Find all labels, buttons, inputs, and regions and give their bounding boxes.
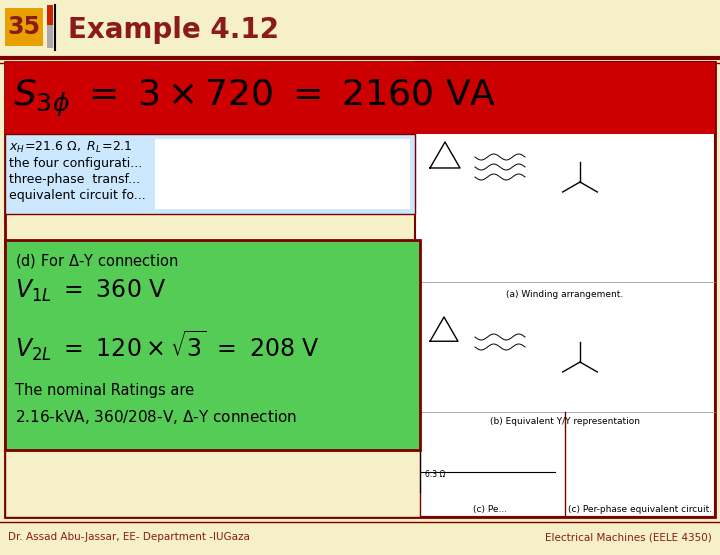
Text: $V_{2L}\ =\ 120\times\sqrt{3}\ =\ 208\ \mathrm{V}$: $V_{2L}\ =\ 120\times\sqrt{3}\ =\ 208\ \…: [15, 328, 320, 362]
Text: Electrical Machines (EELE 4350): Electrical Machines (EELE 4350): [545, 532, 712, 542]
FancyBboxPatch shape: [5, 8, 43, 46]
Text: Dr. Assad Abu-Jassar, EE- Department -IUGaza: Dr. Assad Abu-Jassar, EE- Department -IU…: [8, 532, 250, 542]
Text: $V_{1L}\ =\ 360\ \mathrm{V}$: $V_{1L}\ =\ 360\ \mathrm{V}$: [15, 278, 166, 304]
FancyBboxPatch shape: [5, 134, 415, 214]
Text: (c) Per-phase equivalent circuit.: (c) Per-phase equivalent circuit.: [568, 505, 712, 514]
Text: The nominal Ratings are: The nominal Ratings are: [15, 383, 194, 398]
FancyBboxPatch shape: [155, 139, 410, 209]
Text: equivalent circuit fo...: equivalent circuit fo...: [9, 189, 145, 202]
FancyBboxPatch shape: [5, 450, 420, 517]
Text: Example 4.12: Example 4.12: [68, 16, 279, 44]
Text: $S_{3\phi}\ =\ 3\times720\ =\ 2160\ \mathrm{VA}$: $S_{3\phi}\ =\ 3\times720\ =\ 2160\ \mat…: [13, 78, 496, 119]
Text: three-phase  transf...: three-phase transf...: [9, 173, 140, 186]
FancyBboxPatch shape: [47, 25, 53, 48]
FancyBboxPatch shape: [415, 62, 715, 517]
Text: 6.3 Ω: 6.3 Ω: [425, 470, 446, 479]
Text: (a) Winding arrangement.: (a) Winding arrangement.: [506, 290, 624, 299]
Text: $x_H\!=\!21.6\ \Omega,\ R_L\!=\!2.1$: $x_H\!=\!21.6\ \Omega,\ R_L\!=\!2.1$: [9, 140, 132, 155]
FancyBboxPatch shape: [5, 240, 420, 450]
FancyBboxPatch shape: [47, 5, 53, 25]
FancyBboxPatch shape: [5, 62, 715, 134]
Text: the four configurati...: the four configurati...: [9, 157, 143, 170]
Text: (c) Pe...: (c) Pe...: [473, 505, 507, 514]
FancyBboxPatch shape: [0, 0, 720, 60]
Text: 35: 35: [7, 15, 40, 39]
Text: (d) For $\Delta$-Y connection: (d) For $\Delta$-Y connection: [15, 252, 179, 270]
Text: (b) Equivalent Y/Y representation: (b) Equivalent Y/Y representation: [490, 417, 640, 426]
FancyBboxPatch shape: [5, 62, 715, 517]
Text: 2.16-kVA, 360/208-V, $\Delta$-Y connection: 2.16-kVA, 360/208-V, $\Delta$-Y connecti…: [15, 408, 297, 426]
